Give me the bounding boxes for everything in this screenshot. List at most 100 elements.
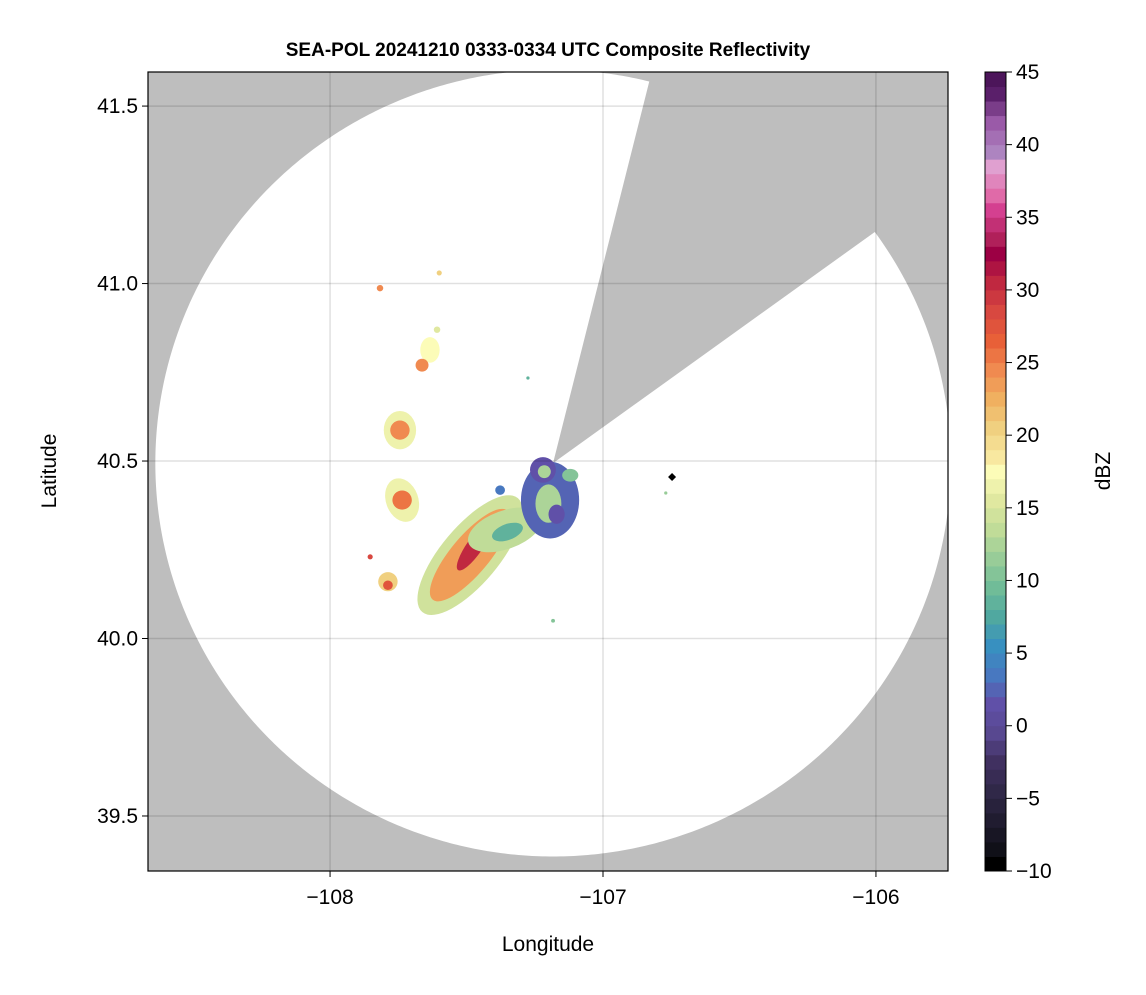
colorbar-bin — [985, 144, 1006, 160]
reflectivity-echo — [415, 358, 429, 372]
colorbar-tick-label: 40 — [1016, 134, 1039, 157]
colorbar-bin — [985, 725, 1006, 741]
colorbar-bin — [985, 609, 1006, 625]
colorbar-bin — [985, 580, 1006, 596]
colorbar-bin — [985, 754, 1006, 770]
colorbar-bin — [985, 318, 1006, 334]
colorbar-tick-label: 35 — [1016, 206, 1039, 229]
y-tick-label: 39.5 — [97, 805, 138, 828]
colorbar-tick-label: −5 — [1016, 787, 1040, 810]
colorbar-tick-label: 15 — [1016, 497, 1039, 520]
y-tick-label: 40.5 — [97, 450, 138, 473]
colorbar-bin — [985, 798, 1006, 814]
colorbar-bin — [985, 86, 1006, 102]
colorbar-bin — [985, 682, 1006, 698]
reflectivity-echo — [548, 504, 565, 524]
colorbar-bin — [985, 304, 1006, 320]
colorbar-bin — [985, 362, 1006, 378]
colorbar-bin — [985, 130, 1006, 146]
colorbar-bin — [985, 231, 1006, 247]
reflectivity-echo — [390, 420, 410, 440]
x-tick-label: −108 — [306, 886, 353, 909]
colorbar-bin — [985, 769, 1006, 785]
colorbar-bin — [985, 522, 1006, 538]
colorbar-tick-label: 45 — [1016, 61, 1039, 84]
colorbar-bin — [985, 72, 1006, 88]
colorbar-bin — [985, 275, 1006, 291]
axes: −108 −107 −106 39.5 40.0 40.5 41.0 41.5 — [97, 71, 949, 909]
colorbar-bin — [985, 507, 1006, 523]
colorbar-bin — [985, 391, 1006, 407]
x-tick-label: −106 — [852, 886, 899, 909]
colorbar-bin — [985, 246, 1006, 262]
x-axis-label: Longitude — [502, 933, 594, 956]
colorbar-bin — [985, 624, 1006, 640]
reflectivity-echo — [526, 376, 530, 380]
colorbar-bin — [985, 841, 1006, 857]
colorbar-bin — [985, 449, 1006, 465]
colorbar-bin — [985, 289, 1006, 305]
colorbar-bin — [985, 377, 1006, 393]
colorbar-bin — [985, 594, 1006, 611]
colorbar-tick-label: 10 — [1016, 569, 1039, 592]
colorbar-tick-label: −10 — [1016, 860, 1052, 883]
colorbar-bin — [985, 478, 1006, 494]
plot-area — [148, 72, 948, 871]
reflectivity-echo — [383, 580, 393, 591]
reflectivity-echo — [436, 270, 442, 276]
colorbar-bin — [985, 260, 1006, 276]
colorbar-bin — [985, 115, 1006, 131]
x-tick-label: −107 — [579, 886, 626, 909]
colorbar-bin — [985, 783, 1006, 799]
reflectivity-echo — [367, 554, 373, 560]
colorbar-bin — [985, 435, 1006, 451]
reflectivity-echo — [664, 491, 668, 495]
y-tick-label: 41.5 — [97, 95, 138, 118]
colorbar-bin — [985, 159, 1006, 175]
colorbar-bin — [985, 638, 1006, 654]
colorbar-tick-label: 25 — [1016, 352, 1039, 375]
colorbar-frame — [984, 71, 1007, 872]
reflectivity-echo — [492, 522, 523, 542]
colorbar-bin — [985, 420, 1006, 436]
colorbar-bin — [985, 173, 1006, 189]
colorbar-bin — [985, 565, 1006, 581]
colorbar-bin — [985, 333, 1006, 349]
colorbar: −10 −5 0 5 10 15 20 25 30 35 40 45 — [984, 61, 1052, 883]
colorbar-bin — [985, 812, 1006, 828]
colorbar-bin — [985, 348, 1006, 364]
reflectivity-echo — [433, 326, 441, 333]
colorbar-bin — [985, 653, 1006, 669]
y-tick-label: 40.0 — [97, 628, 138, 651]
colorbar-bin — [985, 696, 1006, 712]
colorbar-bin — [985, 217, 1006, 233]
colorbar-bin — [985, 856, 1006, 872]
reflectivity-echo — [376, 284, 384, 292]
reflectivity-echo — [562, 468, 579, 482]
reflectivity-echo — [551, 618, 555, 623]
chart-title: SEA-POL 20241210 0333-0334 UTC Composite… — [286, 40, 811, 61]
reflectivity-echo — [420, 337, 440, 363]
colorbar-tick-label: 0 — [1016, 715, 1028, 738]
colorbar-bin — [985, 827, 1006, 843]
colorbar-bin — [985, 464, 1006, 480]
colorbar-bin — [985, 188, 1006, 204]
y-tick-label: 41.0 — [97, 273, 138, 296]
y-axis-label: Latitude — [38, 434, 61, 509]
plot-frame — [147, 71, 949, 872]
colorbar-bin — [985, 667, 1006, 683]
colorbar-bin — [985, 740, 1006, 756]
colorbar-bin — [985, 101, 1006, 117]
colorbar-bin — [985, 551, 1006, 567]
colorbar-bin — [985, 202, 1006, 218]
colorbar-bin — [985, 406, 1006, 422]
reflectivity-echo — [392, 490, 412, 510]
colorbar-bin — [985, 493, 1006, 509]
colorbar-tick-label: 5 — [1016, 642, 1028, 665]
colorbar-bin — [985, 536, 1006, 552]
colorbar-tick-label: 20 — [1016, 424, 1039, 447]
plot-content — [148, 72, 948, 871]
colorbar-bin — [985, 711, 1006, 727]
reflectivity-echo — [537, 465, 551, 479]
